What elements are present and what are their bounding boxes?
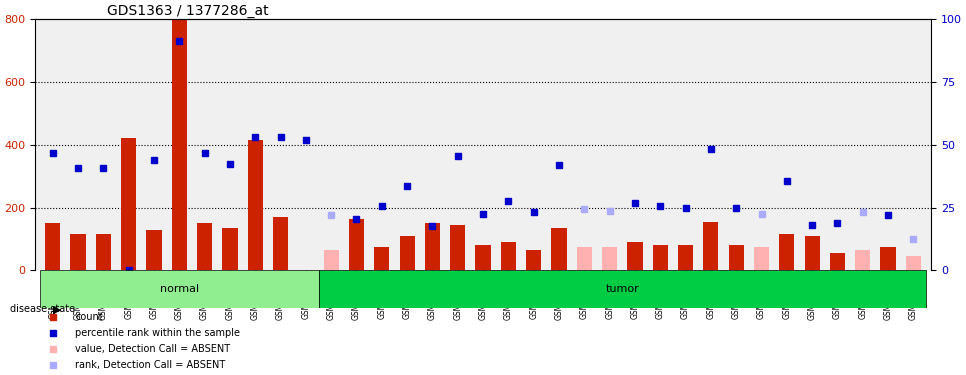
Bar: [753, 247, 769, 270]
Bar: [121, 138, 136, 270]
Bar: [40, 270, 319, 308]
Bar: [425, 223, 440, 270]
Bar: [577, 247, 592, 270]
Text: normal: normal: [159, 284, 199, 294]
Bar: [526, 250, 541, 270]
Text: disease state: disease state: [10, 304, 74, 314]
Bar: [222, 228, 238, 270]
Bar: [197, 223, 213, 270]
Bar: [475, 245, 491, 270]
Bar: [172, 19, 186, 270]
Bar: [273, 217, 288, 270]
Bar: [552, 228, 567, 270]
Text: value, Detection Call = ABSENT: value, Detection Call = ABSENT: [75, 344, 231, 354]
Bar: [728, 245, 744, 270]
Bar: [349, 219, 364, 270]
Bar: [319, 270, 926, 308]
Bar: [500, 242, 516, 270]
Text: percentile rank within the sample: percentile rank within the sample: [75, 328, 241, 338]
Bar: [602, 247, 617, 270]
Bar: [450, 225, 466, 270]
Bar: [855, 250, 870, 270]
Bar: [400, 236, 414, 270]
Bar: [45, 223, 60, 270]
Bar: [247, 140, 263, 270]
Bar: [678, 245, 694, 270]
Text: count: count: [75, 312, 103, 322]
Text: tumor: tumor: [606, 284, 639, 294]
Bar: [96, 234, 111, 270]
Bar: [147, 230, 161, 270]
Bar: [71, 234, 86, 270]
Bar: [906, 256, 921, 270]
Text: rank, Detection Call = ABSENT: rank, Detection Call = ABSENT: [75, 360, 226, 369]
Bar: [880, 247, 895, 270]
Bar: [374, 247, 389, 270]
Bar: [780, 234, 794, 270]
Bar: [653, 245, 668, 270]
Text: GDS1363 / 1377286_at: GDS1363 / 1377286_at: [106, 4, 269, 18]
Bar: [627, 242, 642, 270]
Bar: [830, 253, 845, 270]
Text: ▶: ▶: [53, 304, 62, 314]
Bar: [805, 236, 820, 270]
Bar: [703, 222, 719, 270]
Bar: [324, 250, 339, 270]
